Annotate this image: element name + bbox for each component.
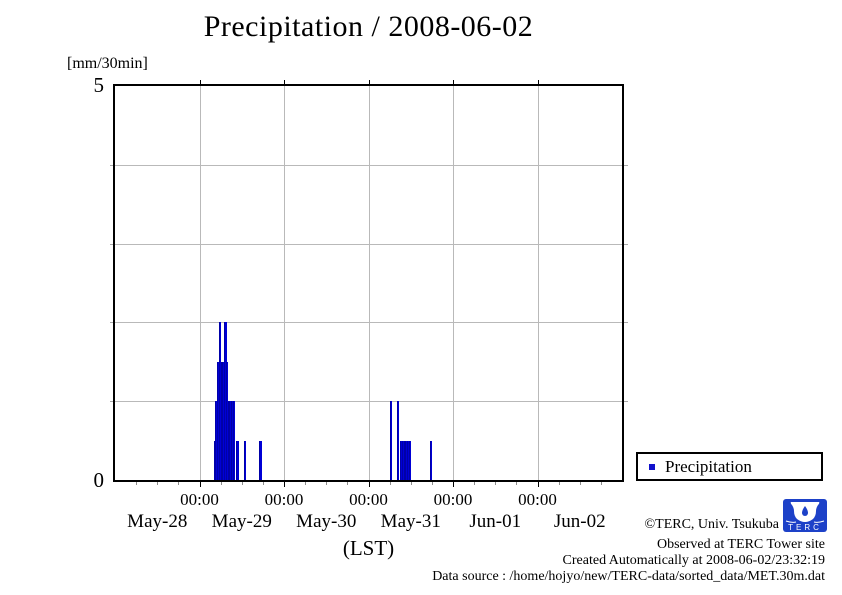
x-minor-tick-bottom [305, 482, 307, 485]
legend-marker-square [649, 463, 655, 470]
y-tick-nub-left [110, 243, 113, 245]
x-day-gridline [199, 86, 201, 480]
precipitation-bar [227, 401, 231, 480]
precipitation-bar [231, 401, 234, 480]
precipitation-bar [218, 322, 222, 480]
x-day-gridline [453, 86, 454, 480]
precipitation-bar [243, 440, 246, 480]
x-minor-tick-bottom [220, 482, 222, 485]
x-minor-tick-bottom [558, 482, 560, 485]
x-day-gridline [537, 86, 539, 480]
precipitation-bar [217, 361, 220, 480]
x-time-tick-label: 00:00 [518, 490, 557, 509]
observed-site-text: Observed at TERC Tower site [656, 537, 825, 552]
chart-title: Precipitation / 2008-06-02 [203, 10, 534, 43]
y-axis-max-label: 5 [93, 73, 105, 97]
terc-logo-icon: TERC [783, 499, 827, 532]
x-major-tick-top [284, 80, 285, 84]
x-minor-tick-bottom [136, 482, 138, 485]
x-minor-tick-bottom [579, 482, 581, 485]
x-minor-tick-bottom [474, 482, 476, 485]
precipitation-bar [403, 440, 407, 480]
x-time-tick-label: 00:00 [264, 490, 304, 509]
x-minor-tick-bottom [347, 482, 349, 485]
precipitation-bar [401, 440, 405, 480]
precipitation-bar [225, 361, 229, 480]
x-minor-tick-bottom [326, 482, 328, 485]
x-major-tick-top [199, 80, 201, 84]
x-minor-tick-bottom [389, 482, 391, 485]
x-date-label: May-30 [296, 511, 357, 532]
x-date-label: May-29 [211, 511, 272, 532]
precipitation-bar [213, 440, 216, 480]
precipitation-bar [220, 361, 223, 480]
x-major-tick-bottom [199, 482, 201, 487]
precipitation-bar [400, 440, 403, 480]
x-major-tick-bottom [368, 482, 370, 487]
x-date-label: May-31 [380, 511, 441, 532]
precipitation-bar [407, 440, 410, 480]
y-tick-nub-right [624, 322, 628, 324]
x-major-tick-top [453, 80, 454, 84]
x-day-gridline [284, 86, 285, 480]
x-time-tick-label: 00:00 [433, 490, 473, 509]
x-axis-label: (LST) [342, 536, 395, 560]
precipitation-bar [224, 322, 227, 480]
plot-area [113, 84, 624, 482]
x-minor-tick-bottom [516, 482, 518, 485]
precipitation-bar [408, 440, 412, 480]
precipitation-bar [405, 440, 408, 480]
y-tick-nub-left [110, 164, 113, 166]
x-day-gridline [368, 86, 370, 480]
precipitation-bar [389, 401, 392, 480]
y-tick-nub-left [110, 322, 113, 324]
y-tick-nub-right [624, 401, 628, 403]
legend-box: Precipitation [636, 452, 823, 481]
y-tick-nub-right [624, 243, 628, 245]
x-time-tick-label: 00:00 [180, 490, 219, 509]
x-minor-tick-bottom [178, 482, 180, 485]
terc-logo-text: TERC [788, 523, 822, 532]
precipitation-bar [215, 401, 218, 480]
x-minor-tick-bottom [410, 482, 412, 485]
y-tick-nub-right [624, 164, 628, 166]
precipitation-bar [236, 440, 239, 480]
y-axis-min-label: 0 [93, 468, 105, 492]
x-major-tick-bottom [284, 482, 285, 487]
x-time-tick-label: 00:00 [349, 490, 388, 509]
x-major-tick-top [537, 80, 539, 84]
x-minor-tick-bottom [431, 482, 433, 485]
x-major-tick-bottom [537, 482, 539, 487]
copyright-text: ©TERC, Univ. Tsukuba [644, 517, 780, 532]
x-date-label: Jun-02 [553, 511, 606, 532]
x-minor-tick-bottom [262, 482, 264, 485]
y-tick-nub-left [110, 401, 113, 403]
data-source-path-text: Data source : /home/hojyo/new/TERC-data/… [432, 569, 825, 584]
x-minor-tick-bottom [157, 482, 159, 485]
x-date-label: May-28 [127, 511, 188, 532]
precipitation-bar [430, 440, 433, 480]
x-minor-tick-bottom [241, 482, 243, 485]
x-date-label: Jun-01 [469, 511, 522, 532]
y-axis-unit-label: [mm/30min] [67, 55, 148, 72]
x-major-tick-bottom [453, 482, 454, 487]
precipitation-bar [396, 401, 400, 480]
precipitation-bar [259, 440, 262, 480]
precipitation-bar [232, 401, 236, 480]
precipitation-bar [229, 401, 232, 480]
legend-series-label: Precipitation [665, 456, 752, 476]
x-major-tick-top [368, 80, 370, 84]
x-minor-tick-bottom [495, 482, 497, 485]
created-timestamp-text: Created Automatically at 2008-06-02/23:3… [562, 553, 825, 568]
x-minor-tick-bottom [600, 482, 602, 485]
precipitation-bar [222, 361, 225, 480]
